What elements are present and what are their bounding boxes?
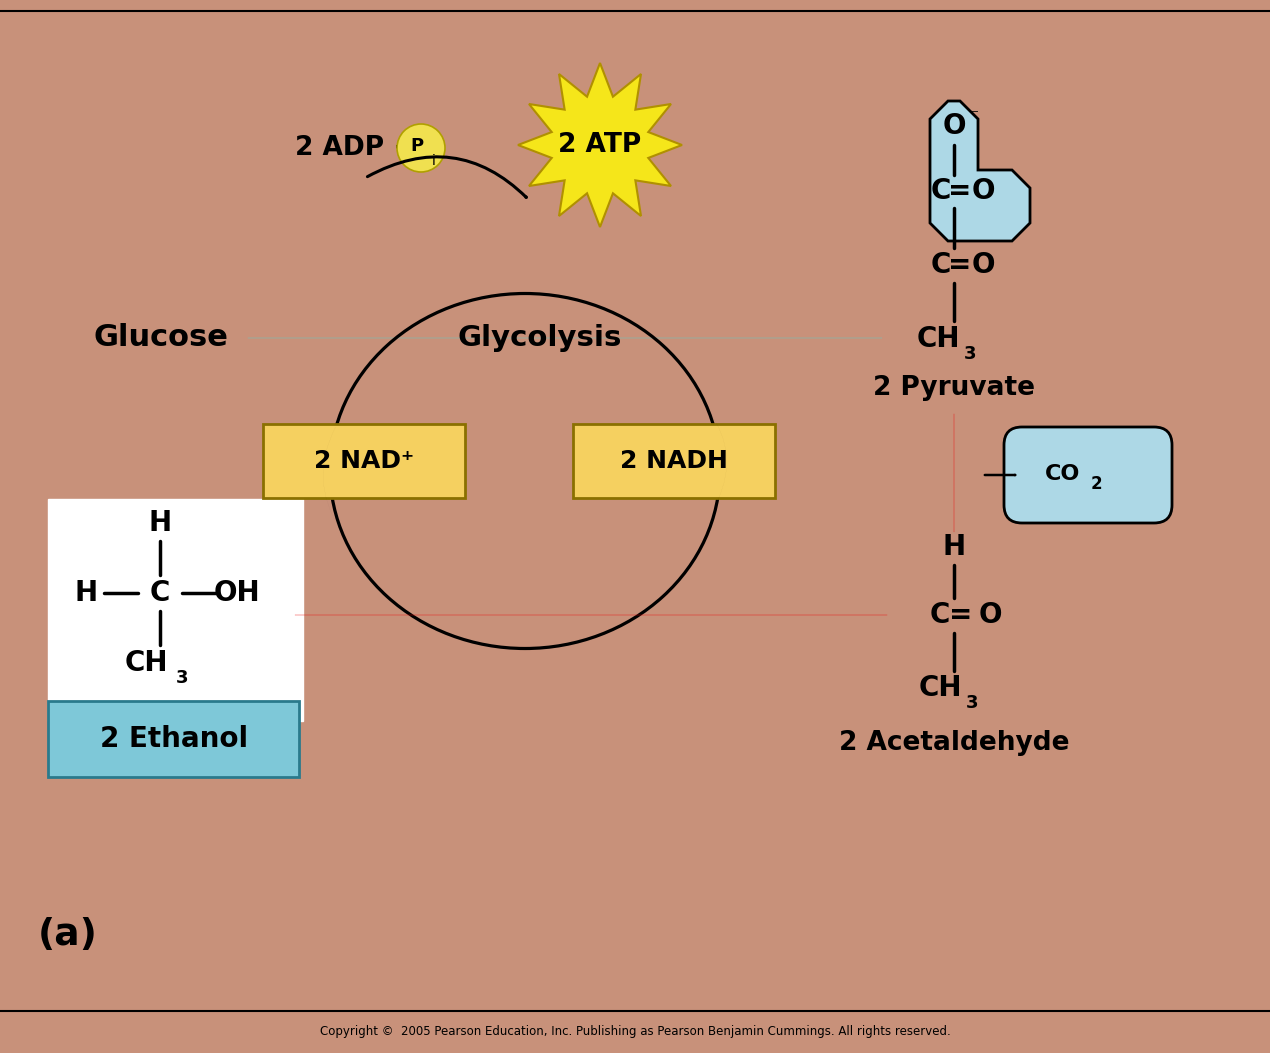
Text: Copyright ©  2005 Pearson Education, Inc. Publishing as Pearson Benjamin Cumming: Copyright © 2005 Pearson Education, Inc.… [320,1025,950,1037]
Text: OH: OH [213,579,260,607]
Text: H: H [149,509,171,537]
Text: 2 Pyruvate: 2 Pyruvate [872,375,1035,401]
Text: C: C [931,177,951,205]
Text: i: i [432,154,436,168]
Text: CH: CH [124,649,168,677]
Text: ⁻: ⁻ [969,106,979,125]
FancyBboxPatch shape [48,701,298,777]
Text: 3: 3 [965,694,978,712]
Text: P: P [410,137,424,155]
Text: CH: CH [916,325,960,353]
Text: CO: CO [1045,464,1081,484]
FancyBboxPatch shape [1005,428,1172,523]
FancyBboxPatch shape [263,424,465,498]
Text: H: H [75,579,98,607]
Text: 2 ADP + 2: 2 ADP + 2 [295,135,443,161]
Text: O: O [942,112,965,140]
Text: =: = [949,177,972,205]
Polygon shape [930,101,1030,241]
Text: 2 NADH: 2 NADH [620,449,728,473]
Text: C: C [930,601,950,629]
Text: Glycolysis: Glycolysis [457,324,622,352]
Bar [48,499,304,721]
Text: 2 Acetaldehyde: 2 Acetaldehyde [838,730,1069,756]
Text: (a): (a) [38,917,98,953]
Text: C: C [931,251,951,279]
FancyArrowPatch shape [323,428,340,530]
FancyArrowPatch shape [710,413,726,499]
Text: O: O [972,177,994,205]
Text: C: C [150,579,170,607]
Text: 3: 3 [175,669,188,687]
Text: CH: CH [918,674,961,702]
Text: =: = [949,601,973,629]
Text: 2 Ethanol: 2 Ethanol [100,726,248,753]
Text: Glucose: Glucose [93,323,229,353]
Text: =: = [949,251,972,279]
Text: 3: 3 [964,345,977,363]
FancyBboxPatch shape [573,424,775,498]
Polygon shape [518,63,682,227]
Text: O: O [972,251,994,279]
Text: O: O [978,601,1002,629]
Text: H: H [942,533,965,561]
Text: 2 NAD⁺: 2 NAD⁺ [314,449,414,473]
Circle shape [398,124,444,172]
FancyArrowPatch shape [367,157,526,197]
Text: 2 ATP: 2 ATP [559,132,641,158]
Text: 2: 2 [1090,475,1102,493]
